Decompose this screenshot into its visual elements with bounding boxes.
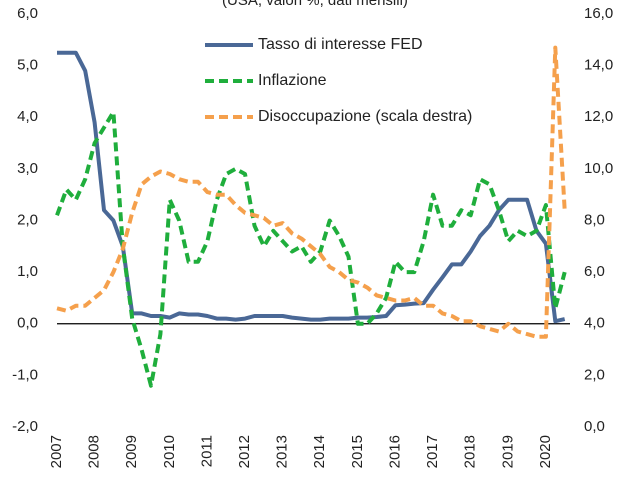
y2-tick-label: 6,0 bbox=[584, 263, 605, 280]
x-tick-label: 2012 bbox=[236, 435, 253, 468]
y-tick-label: 6,0 bbox=[17, 5, 38, 22]
y2-tick-label: 8,0 bbox=[584, 211, 605, 228]
x-tick-label: 2020 bbox=[537, 435, 554, 468]
x-tick-label: 2015 bbox=[349, 435, 366, 468]
x-tick-label: 2009 bbox=[123, 435, 140, 468]
y-tick-label: 2,0 bbox=[17, 211, 38, 228]
y2-tick-label: 0,0 bbox=[584, 418, 605, 435]
series-line bbox=[56, 45, 567, 339]
x-tick-label: 2008 bbox=[86, 435, 103, 468]
y2-tick-label: 2,0 bbox=[584, 366, 605, 383]
y2-tick-label: 12,0 bbox=[584, 108, 613, 125]
series-line bbox=[57, 50, 566, 324]
x-tick-label: 2014 bbox=[311, 435, 328, 468]
y-tick-label: -1,0 bbox=[12, 366, 38, 383]
y-tick-label: 5,0 bbox=[17, 57, 38, 74]
y-tick-label: -2,0 bbox=[12, 418, 38, 435]
y2-tick-label: 16,0 bbox=[584, 5, 613, 22]
y2-tick-label: 4,0 bbox=[584, 315, 605, 332]
x-tick-label: 2010 bbox=[161, 435, 178, 468]
series-line bbox=[55, 110, 567, 388]
y-tick-label: 1,0 bbox=[17, 263, 38, 280]
x-tick-label: 2018 bbox=[462, 435, 479, 468]
y-tick-label: 4,0 bbox=[17, 108, 38, 125]
legend-label: Tasso di interesse FED bbox=[258, 36, 423, 53]
x-tick-label: 2013 bbox=[274, 435, 291, 468]
legend-label: Inflazione bbox=[258, 72, 327, 89]
legend-label: Disoccupazione (scala destra) bbox=[258, 108, 472, 125]
y-tick-label: 3,0 bbox=[17, 160, 38, 177]
y2-tick-label: 14,0 bbox=[584, 57, 613, 74]
y-tick-label: 0,0 bbox=[17, 315, 38, 332]
x-tick-label: 2016 bbox=[386, 435, 403, 468]
x-tick-label: 2019 bbox=[499, 435, 516, 468]
chart-subtitle: (USA, valori %, dati mensili) bbox=[222, 0, 408, 9]
x-tick-label: 2007 bbox=[48, 435, 65, 468]
x-tick-label: 2011 bbox=[198, 435, 215, 467]
x-tick-label: 2017 bbox=[424, 435, 441, 468]
y2-tick-label: 10,0 bbox=[584, 160, 613, 177]
